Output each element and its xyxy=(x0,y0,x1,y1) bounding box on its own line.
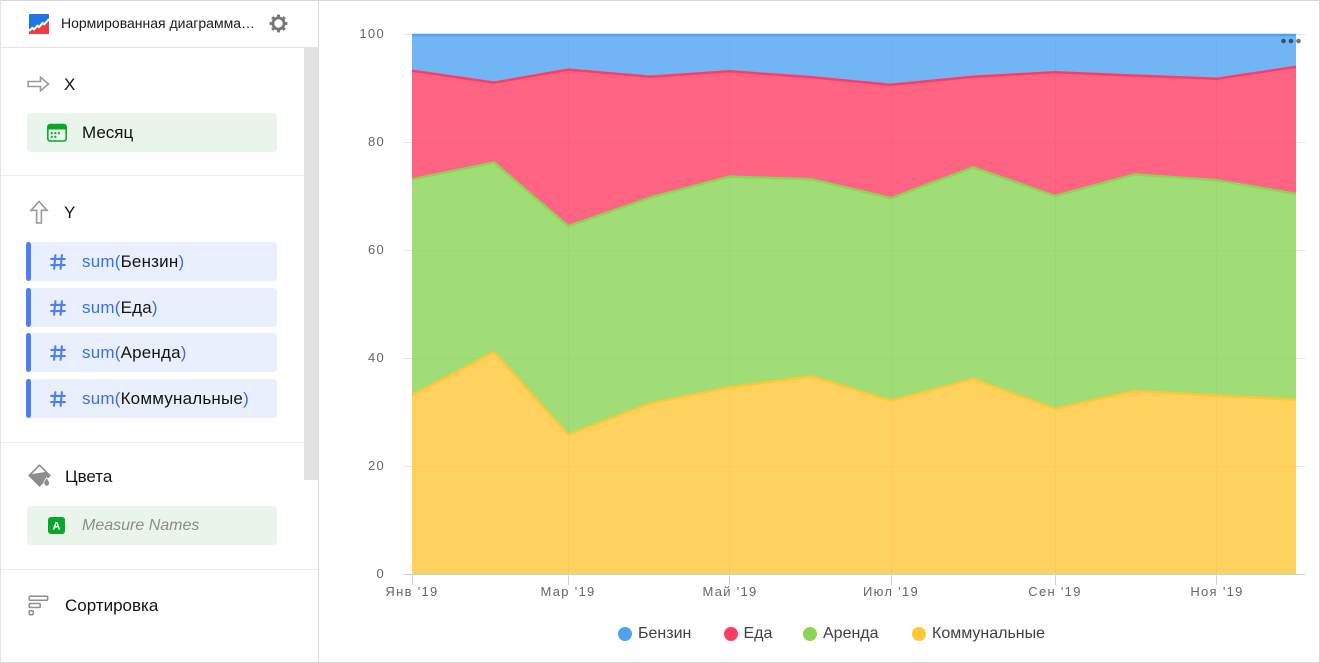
svg-text:A: A xyxy=(53,521,61,533)
